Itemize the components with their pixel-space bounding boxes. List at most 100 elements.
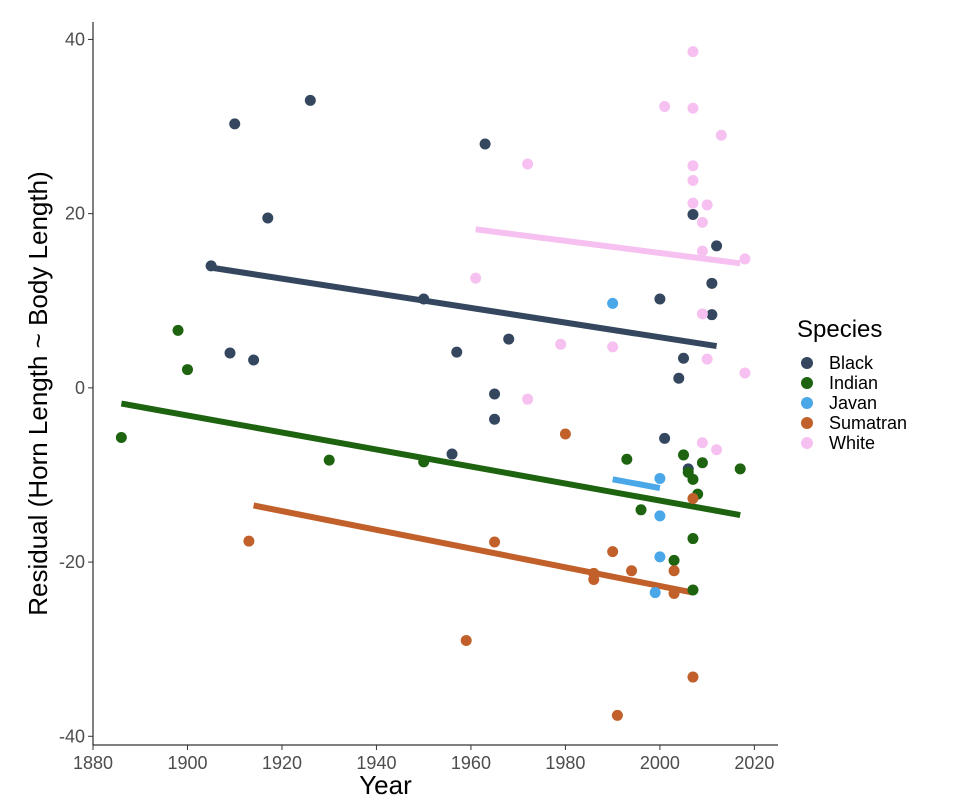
data-point-black (706, 277, 718, 289)
data-point-indian (696, 457, 708, 469)
data-point-indian (418, 456, 430, 468)
x-tick-label: 1920 (262, 753, 302, 773)
data-point-indian (621, 453, 633, 465)
legend-title: Species (797, 316, 882, 343)
data-point-javan (649, 587, 661, 599)
data-point-sumatran (668, 587, 680, 599)
data-point-javan (654, 472, 666, 484)
data-point-javan (607, 297, 619, 309)
data-point-sumatran (668, 565, 680, 577)
data-point-indian (734, 463, 746, 475)
y-axis-title: Residual (Horn Length ~ Body Length) (23, 171, 53, 615)
data-point-white (522, 393, 534, 405)
data-point-javan (654, 510, 666, 522)
legend-key-javan (801, 397, 813, 409)
data-point-javan (654, 551, 666, 563)
x-tick-label: 2020 (734, 753, 774, 773)
y-tick-label: 20 (65, 204, 85, 224)
data-point-white (687, 160, 699, 172)
data-point-black (673, 372, 685, 384)
legend-key-indian (801, 377, 813, 389)
legend-key-black (801, 357, 813, 369)
data-point-black (489, 413, 501, 425)
data-point-black (224, 347, 236, 359)
data-point-white (687, 46, 699, 58)
legend-label-black: Black (829, 353, 874, 373)
plot-area (115, 46, 751, 721)
data-point-black (678, 352, 690, 364)
data-point-white (522, 158, 534, 170)
y-tick-label: -40 (59, 726, 85, 746)
x-tick-label: 1900 (167, 753, 207, 773)
data-point-white (696, 216, 708, 228)
data-point-black (304, 94, 316, 106)
data-point-white (696, 245, 708, 257)
data-point-black (503, 333, 515, 345)
axes: 1880 1900 1920 1940 1960 1980 2000 2020 -40 -20 0 2… (23, 22, 778, 800)
data-point-black (248, 354, 260, 366)
data-point-sumatran (687, 671, 699, 683)
x-tick-label: 1940 (356, 753, 396, 773)
y-tick-label: 40 (65, 29, 85, 49)
x-tick-label: 1960 (451, 753, 491, 773)
data-point-black (479, 138, 491, 150)
data-point-white (739, 367, 751, 379)
data-point-white (715, 129, 727, 141)
x-tick-label: 1980 (545, 753, 585, 773)
data-point-black (418, 293, 430, 305)
legend-label-white: White (829, 433, 875, 453)
data-point-indian (172, 324, 184, 336)
data-point-black (229, 118, 241, 130)
data-point-sumatran (611, 709, 623, 721)
data-point-white (739, 253, 751, 265)
data-point-white (555, 338, 567, 350)
data-point-black (451, 346, 463, 358)
data-point-black (205, 260, 217, 272)
data-point-sumatran (243, 535, 255, 547)
legend-key-sumatran (801, 417, 813, 429)
data-point-white (607, 341, 619, 353)
data-point-black (654, 293, 666, 305)
legend-label-sumatran: Sumatran (829, 413, 907, 433)
legend-key-white (801, 437, 813, 449)
data-point-white (696, 437, 708, 449)
trend-line-javan (612, 476, 661, 491)
data-point-white (696, 308, 708, 320)
data-point-indian (668, 554, 680, 566)
data-point-indian (181, 364, 193, 376)
trend-line-sumatran (253, 502, 694, 596)
data-point-black (262, 212, 274, 224)
legend-label-indian: Indian (829, 373, 878, 393)
x-tick-label: 2000 (640, 753, 680, 773)
data-point-indian (687, 533, 699, 545)
data-point-indian (115, 432, 127, 444)
data-point-sumatran (559, 428, 571, 440)
data-point-black (446, 448, 458, 460)
data-point-black (711, 240, 723, 252)
data-point-indian (687, 584, 699, 596)
trend-line-indian (120, 400, 741, 518)
data-point-white (470, 272, 482, 284)
x-tick-label: 1880 (73, 753, 113, 773)
data-point-indian (635, 504, 647, 516)
data-point-indian (678, 449, 690, 461)
data-point-white (687, 175, 699, 187)
data-point-black (706, 309, 718, 321)
data-point-indian (323, 454, 335, 466)
data-point-sumatran (489, 536, 501, 548)
data-point-sumatran (626, 565, 638, 577)
trend-line-black (210, 264, 718, 350)
data-point-black (489, 388, 501, 400)
data-point-white (711, 444, 723, 456)
x-axis-title: Year (359, 770, 412, 800)
data-point-white (701, 199, 713, 211)
trend-line-white (475, 226, 741, 267)
data-point-white (687, 102, 699, 114)
data-point-black (687, 209, 699, 221)
legend-label-javan: Javan (829, 393, 877, 413)
data-point-black (659, 432, 671, 444)
y-tick-label: 0 (75, 378, 85, 398)
data-point-sumatran (460, 634, 472, 646)
